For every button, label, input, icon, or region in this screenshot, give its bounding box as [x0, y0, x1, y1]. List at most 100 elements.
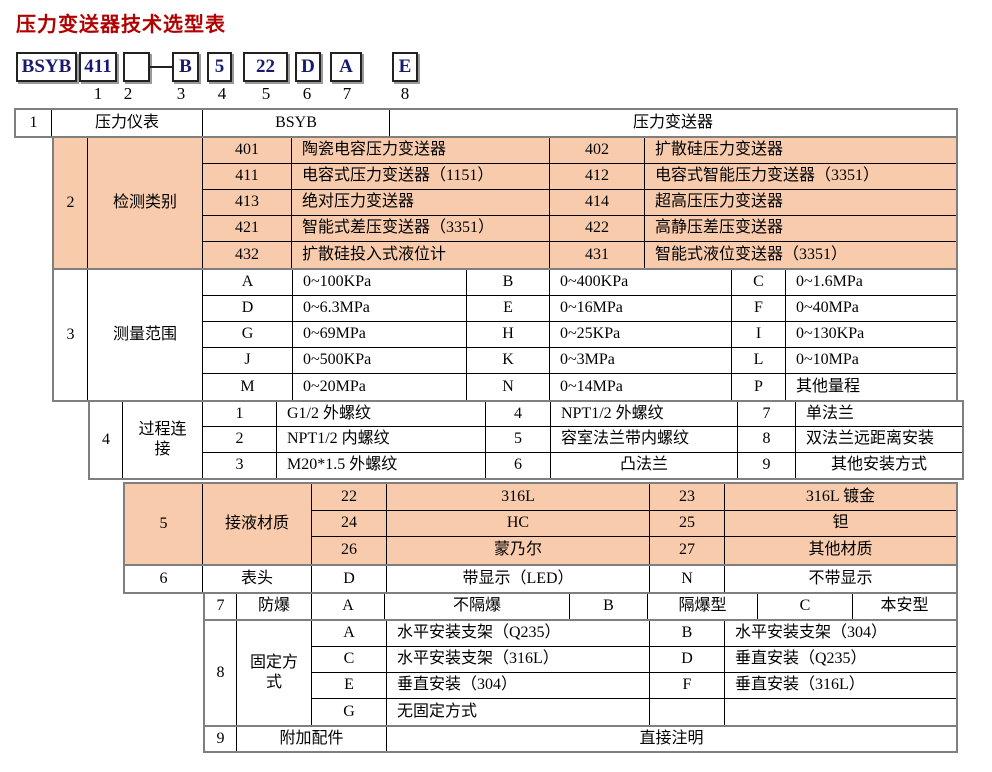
section-number: 8	[205, 621, 237, 725]
option-desc: 凸法兰	[551, 452, 738, 478]
option-code: 6	[486, 452, 551, 478]
option-code: 27	[650, 537, 725, 564]
section-5-wetted-material: 5 接液材质 22 316L 23 316L 镀金 24 HC 25 钽 26 …	[123, 482, 958, 566]
section-label: 测量范围	[88, 270, 203, 400]
option-desc: M20*1.5 外螺纹	[277, 452, 486, 478]
code-index-8: 8	[400, 84, 410, 103]
option-desc: 0~500KPa	[293, 348, 467, 374]
option-code: A	[203, 270, 293, 296]
section-label: 接液材质	[203, 484, 312, 564]
section-label: 固定方式	[237, 621, 312, 725]
option-desc: NPT1/2 外螺纹	[551, 402, 738, 428]
option-desc: 电容式压力变送器（1151）	[292, 164, 550, 190]
model-code-box-2-empty	[123, 52, 150, 82]
option-code: D	[312, 566, 387, 592]
option-code: 2	[203, 427, 277, 453]
option-desc: 水平安装支架（304）	[725, 621, 956, 647]
section-number: 6	[125, 566, 203, 592]
code-index-2: 2	[123, 84, 133, 103]
option-desc: 0~20MPa	[293, 374, 467, 400]
option-desc: 垂直安装（Q235）	[725, 647, 956, 673]
page-title: 压力变送器技术选型表	[16, 14, 226, 36]
section-number: 1	[16, 110, 52, 136]
option-desc: 0~1.6MPa	[786, 270, 956, 296]
option-desc: 智能式液位变送器（3351）	[655, 245, 848, 263]
option-code: A	[312, 621, 387, 647]
section-label-text: 固定方式	[249, 654, 298, 691]
section-number: 4	[90, 402, 123, 478]
option-desc: 其他材质	[808, 541, 873, 559]
section-label: 检测类别	[88, 138, 203, 268]
option-code: 412	[550, 164, 645, 190]
section-4-process-connection: 4 过程连接 1 G1/2 外螺纹 4 NPT1/2 外螺纹 7 单法兰 2 N…	[88, 400, 964, 480]
model-code-box-3: B	[172, 52, 199, 82]
option-code: D	[650, 647, 725, 673]
option-code	[650, 699, 725, 725]
section-number: 2	[54, 138, 88, 268]
section-label: 过程连接	[123, 402, 203, 478]
model-code-box-7: A	[330, 52, 362, 82]
code-index-1: 1	[93, 84, 103, 103]
section-3-measuring-range: 3 测量范围 A 0~100KPa B 0~400KPa C 0~1.6MPa …	[52, 268, 958, 402]
option-desc: 垂直安装（304）	[387, 673, 650, 699]
option-code: 7	[738, 402, 796, 428]
option-desc: 316L 镀金	[725, 484, 956, 511]
section-8-mounting: 8 固定方式 A 水平安装支架（Q235） B 水平安装支架（304） C 水平…	[203, 619, 958, 727]
model-code-box-8: E	[392, 52, 418, 82]
option-desc: 0~130KPa	[786, 322, 956, 348]
code-index-7: 7	[342, 84, 352, 103]
option-code: G	[312, 699, 387, 725]
option-desc: 0~400KPa	[550, 270, 732, 296]
option-desc: 电容式智能压力变送器（3351）	[645, 164, 956, 190]
section-6-indicator: 6 表头 D 带显示（LED） N 不带显示	[123, 564, 958, 594]
option-code: C	[312, 647, 387, 673]
section-9-accessories: 9 附加配件 直接注明	[203, 725, 958, 753]
option-desc: 双法兰远距离安装	[796, 427, 962, 453]
option-desc: 不隔爆	[385, 594, 570, 619]
model-code-box-4: 5	[207, 52, 232, 82]
option-code: 401	[203, 138, 292, 164]
option-desc: 其他量程	[796, 377, 861, 395]
option-desc: 0~6.3MPa	[293, 296, 467, 322]
option-code: BSYB	[203, 110, 390, 136]
option-desc: 高静压差压变送器	[645, 216, 956, 242]
option-code: 422	[550, 216, 645, 242]
option-desc: 316L	[387, 484, 650, 511]
option-code: 22	[312, 484, 387, 511]
option-code: G	[203, 322, 293, 348]
model-code-box-1: 411	[79, 52, 117, 82]
option-code: B	[650, 621, 725, 647]
option-code: F	[650, 673, 725, 699]
section-label: 附加配件	[237, 727, 387, 751]
option-desc: 压力变送器	[632, 113, 713, 131]
option-desc: 0~3MPa	[550, 348, 732, 374]
option-desc: 0~14MPa	[550, 374, 732, 400]
option-desc: 陶瓷电容压力变送器	[292, 138, 550, 164]
code-index-5: 5	[261, 84, 271, 103]
option-desc: 智能式差压变送器（3351）	[292, 216, 550, 242]
option-desc: HC	[387, 510, 650, 538]
option-code: 4	[486, 402, 551, 428]
option-desc: 隔爆型	[648, 594, 758, 619]
section-1-instrument: 1 压力仪表 BSYB 压力变送器	[14, 108, 958, 138]
option-desc: 0~10MPa	[786, 348, 956, 374]
option-code: L	[732, 348, 786, 374]
option-code: D	[203, 296, 293, 322]
option-code: J	[203, 348, 293, 374]
option-code: H	[467, 322, 550, 348]
option-code: 413	[203, 190, 292, 216]
option-code: N	[650, 566, 725, 592]
section-number: 5	[125, 484, 203, 564]
option-code: 5	[486, 427, 551, 453]
option-desc: NPT1/2 内螺纹	[277, 427, 486, 453]
section-label: 压力仪表	[52, 110, 203, 136]
option-code: 411	[203, 164, 292, 190]
option-desc: 垂直安装（316L）	[725, 673, 956, 699]
option-desc: 扩散硅投入式液位计	[292, 242, 550, 268]
option-code: 432	[203, 242, 292, 268]
code-connector-dash	[150, 66, 172, 68]
option-desc: 0~40MPa	[786, 296, 956, 322]
option-desc: 无固定方式	[387, 699, 650, 725]
option-desc: 水平安装支架（Q235）	[387, 621, 650, 647]
option-desc: 容室法兰带内螺纹	[551, 427, 738, 453]
